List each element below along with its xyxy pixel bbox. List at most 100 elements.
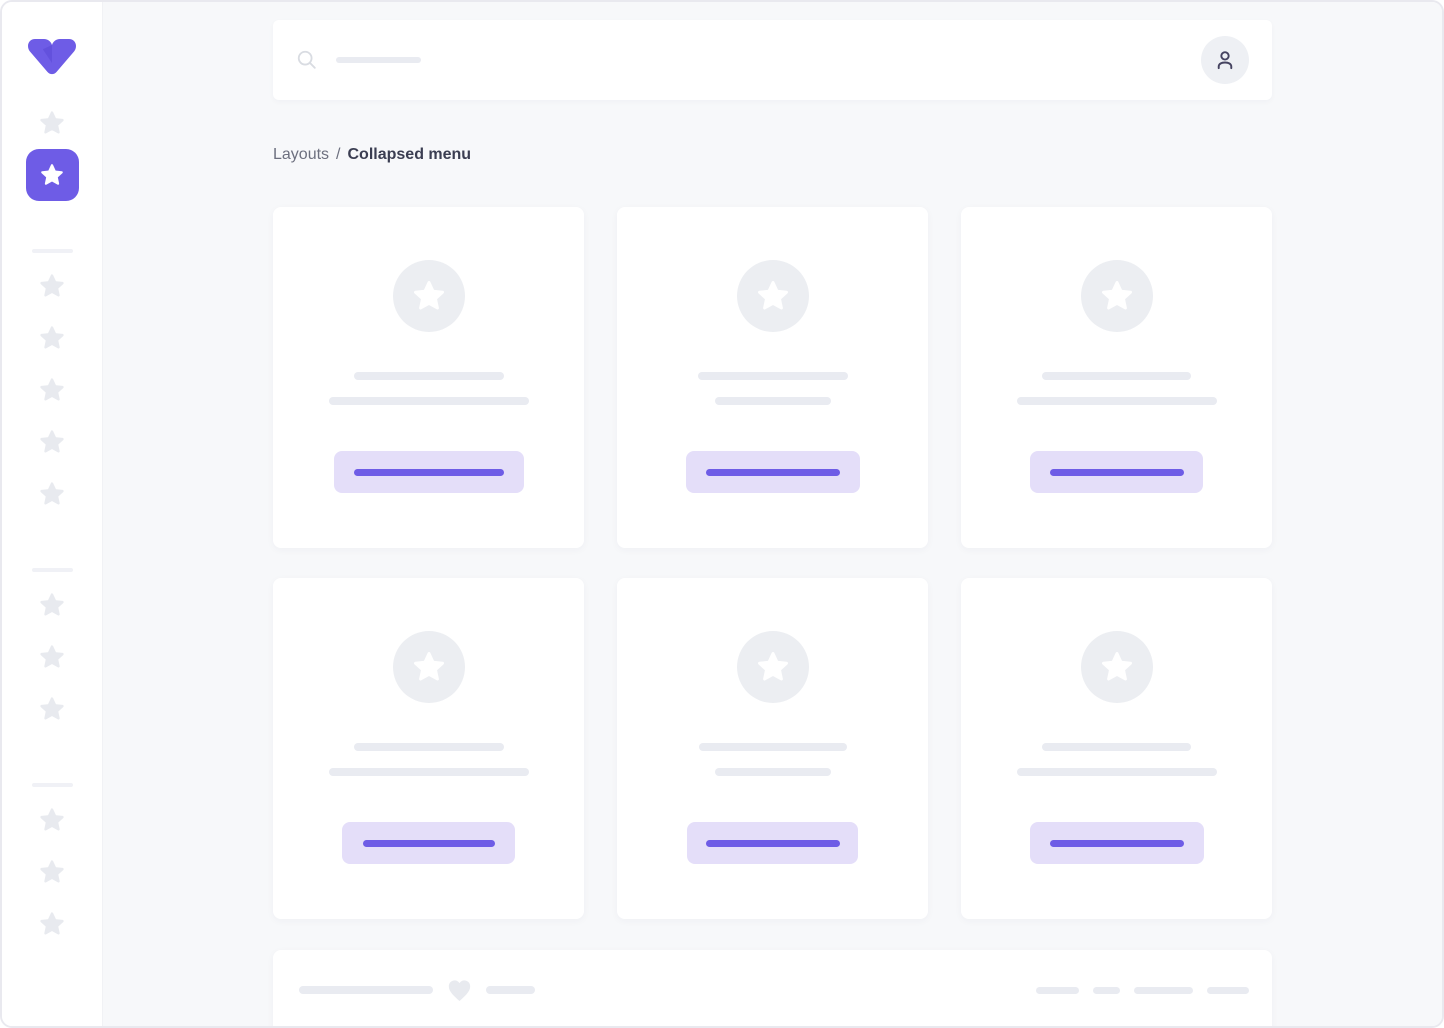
- sidebar-group-3: [26, 794, 79, 950]
- star-icon: [38, 858, 66, 886]
- breadcrumb-current: Collapsed menu: [347, 146, 472, 163]
- user-icon: [1212, 47, 1238, 73]
- vuesax-logo[interactable]: [26, 36, 78, 80]
- sidebar-item-star[interactable]: [26, 579, 79, 631]
- card-grid: [273, 207, 1272, 919]
- card-button-line: [705, 839, 840, 847]
- star-icon: [755, 278, 791, 314]
- card-button[interactable]: [687, 822, 858, 864]
- search-icon: [296, 49, 318, 71]
- card: [617, 207, 928, 548]
- star-icon: [411, 649, 447, 685]
- card-line-2: [714, 397, 831, 405]
- footer-pill: [1207, 986, 1249, 994]
- star-icon: [38, 910, 66, 938]
- star-icon: [38, 591, 66, 619]
- card-line-2: [328, 397, 529, 405]
- card-image-placeholder: [392, 260, 465, 332]
- card-button[interactable]: [333, 451, 524, 493]
- sidebar: [2, 2, 103, 1026]
- star-icon: [38, 806, 66, 834]
- sidebar-divider: [31, 249, 73, 253]
- sidebar-item-star[interactable]: [26, 260, 79, 312]
- heart-icon[interactable]: [446, 977, 473, 1004]
- main-area: Layouts / Collapsed menu: [103, 2, 1442, 1026]
- card-line-2: [1016, 397, 1217, 405]
- sidebar-divider: [31, 783, 73, 787]
- card-line-2: [714, 768, 831, 776]
- avatar-button[interactable]: [1201, 36, 1249, 84]
- sidebar-nav: [25, 80, 79, 950]
- star-icon: [38, 272, 66, 300]
- card-button-line: [353, 468, 504, 476]
- star-icon: [39, 162, 65, 188]
- card-button[interactable]: [685, 451, 860, 493]
- footer-line-1: [299, 986, 433, 994]
- card-button-line: [705, 468, 840, 476]
- footer: [273, 950, 1272, 1026]
- breadcrumb-separator: /: [336, 146, 341, 163]
- star-icon: [38, 695, 66, 723]
- star-icon: [38, 109, 66, 137]
- card-image-placeholder: [736, 260, 809, 332]
- card-image-placeholder: [736, 631, 809, 703]
- search-placeholder-line: [336, 57, 421, 63]
- sidebar-item-star[interactable]: [26, 97, 79, 149]
- card-button-line: [1049, 468, 1184, 476]
- footer-pill: [1093, 986, 1120, 994]
- sidebar-item-star[interactable]: [26, 631, 79, 683]
- star-icon: [411, 278, 447, 314]
- card-line-1: [353, 743, 504, 751]
- card-line-2: [1016, 768, 1217, 776]
- card: [961, 207, 1272, 548]
- search-bar[interactable]: [273, 20, 1272, 100]
- card-button[interactable]: [1029, 822, 1204, 864]
- card-image-placeholder: [1080, 260, 1153, 332]
- card-image-placeholder: [1080, 631, 1153, 703]
- sidebar-item-star[interactable]: [26, 312, 79, 364]
- star-icon: [38, 643, 66, 671]
- card: [617, 578, 928, 919]
- footer-pill: [1134, 986, 1193, 994]
- star-icon: [38, 376, 66, 404]
- breadcrumb-parent[interactable]: Layouts: [273, 146, 330, 163]
- card-button[interactable]: [342, 822, 515, 864]
- card-line-1: [698, 743, 847, 751]
- star-icon: [1099, 278, 1135, 314]
- card-button-line: [362, 839, 495, 847]
- star-icon: [1099, 649, 1135, 685]
- sidebar-item-star[interactable]: [26, 683, 79, 735]
- sidebar-item-star[interactable]: [26, 794, 79, 846]
- card-button-line: [1049, 839, 1184, 847]
- card: [273, 578, 584, 919]
- sidebar-item-star[interactable]: [26, 364, 79, 416]
- sidebar-item-star-active[interactable]: [25, 149, 79, 201]
- footer-pills: [1036, 986, 1249, 994]
- card-line-2: [328, 768, 529, 776]
- card-image-placeholder: [392, 631, 465, 703]
- star-icon: [38, 428, 66, 456]
- card-line-1: [1042, 743, 1191, 751]
- card-line-1: [697, 372, 848, 380]
- footer-row: [299, 950, 1249, 1004]
- card-line-1: [353, 372, 504, 380]
- breadcrumb: Layouts / Collapsed menu: [273, 146, 1272, 164]
- sidebar-item-star[interactable]: [26, 468, 79, 520]
- sidebar-divider: [31, 568, 73, 572]
- card: [961, 578, 1272, 919]
- footer-pill: [1036, 986, 1079, 994]
- star-icon: [38, 324, 66, 352]
- sidebar-group-2: [26, 579, 79, 735]
- sidebar-item-star[interactable]: [26, 898, 79, 950]
- logo-v-icon: [28, 39, 76, 75]
- sidebar-group-1: [26, 260, 79, 520]
- star-icon: [38, 480, 66, 508]
- sidebar-item-star[interactable]: [26, 846, 79, 898]
- card-line-1: [1042, 372, 1191, 380]
- content-column: Layouts / Collapsed menu: [273, 20, 1272, 1026]
- sidebar-item-star[interactable]: [26, 416, 79, 468]
- footer-line-2: [486, 986, 535, 994]
- card-button[interactable]: [1030, 451, 1203, 493]
- star-icon: [755, 649, 791, 685]
